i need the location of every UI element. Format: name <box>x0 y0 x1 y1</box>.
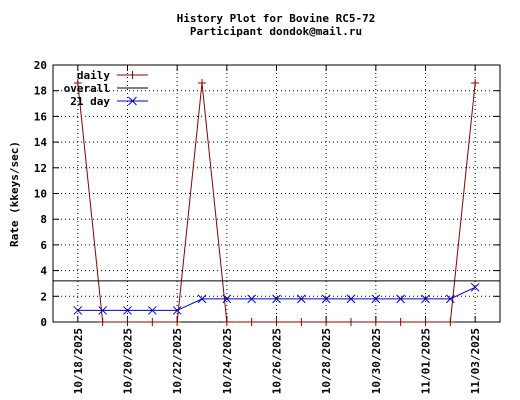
point-marker <box>247 294 257 304</box>
point-marker <box>321 294 331 304</box>
point-marker <box>272 318 281 326</box>
y-tick-label: 8 <box>40 213 47 226</box>
x-tick-label: 10/18/2025 <box>72 328 85 394</box>
point-marker <box>197 294 207 304</box>
legend-label: overall <box>64 82 110 95</box>
point-marker <box>371 294 381 304</box>
point-marker <box>371 318 380 326</box>
y-tick-label: 0 <box>40 316 47 329</box>
legend-label: 21 day <box>70 95 110 108</box>
point-marker <box>148 318 157 326</box>
point-marker <box>421 318 430 326</box>
x-tick-label: 11/03/2025 <box>469 328 482 394</box>
y-tick-label: 10 <box>34 188 47 201</box>
point-marker <box>247 318 256 326</box>
point-marker <box>222 318 231 326</box>
point-marker <box>445 294 455 304</box>
point-marker <box>173 318 182 326</box>
chart-title: History Plot for Bovine RC5-72 <box>177 12 376 25</box>
point-marker <box>73 78 82 87</box>
point-marker <box>296 294 306 304</box>
point-marker <box>128 71 137 79</box>
point-marker <box>470 282 480 292</box>
x-tick-label: 10/28/2025 <box>320 328 333 394</box>
point-marker <box>347 318 355 326</box>
point-marker <box>147 306 157 315</box>
point-marker <box>123 306 132 315</box>
point-marker <box>396 318 405 326</box>
y-tick-label: 20 <box>34 59 47 72</box>
x-tick-label: 10/24/2025 <box>221 328 234 394</box>
y-tick-label: 2 <box>40 290 47 303</box>
x-tick-label: 10/26/2025 <box>271 328 284 394</box>
point-marker <box>421 294 430 304</box>
point-marker <box>198 78 206 87</box>
point-marker <box>172 306 182 315</box>
point-marker <box>123 318 132 326</box>
point-marker <box>471 78 480 87</box>
y-tick-label: 18 <box>34 85 47 98</box>
chart-subtitle: Participant dondok@mail.ru <box>190 25 362 38</box>
point-marker <box>322 318 331 326</box>
point-marker <box>73 306 83 315</box>
point-marker <box>346 294 356 304</box>
x-tick-label: 10/30/2025 <box>370 328 383 394</box>
point-marker <box>98 306 108 315</box>
y-tick-label: 12 <box>34 162 47 175</box>
x-tick-label: 10/20/2025 <box>122 328 135 394</box>
x-tick-label: 11/01/2025 <box>420 328 433 394</box>
y-tick-label: 6 <box>40 239 47 252</box>
point-marker <box>396 294 406 304</box>
point-marker <box>128 96 137 106</box>
y-tick-label: 14 <box>34 136 48 149</box>
y-tick-label: 4 <box>40 265 47 278</box>
point-marker <box>272 294 281 304</box>
legend-label: daily <box>77 69 110 82</box>
y-tick-label: 16 <box>34 110 48 123</box>
point-marker <box>297 318 306 326</box>
y-axis-label: Rate (kkeys/sec) <box>8 141 21 247</box>
point-marker <box>222 294 232 304</box>
point-marker <box>446 318 455 326</box>
x-tick-label: 10/22/2025 <box>171 328 184 394</box>
point-marker <box>98 318 107 326</box>
